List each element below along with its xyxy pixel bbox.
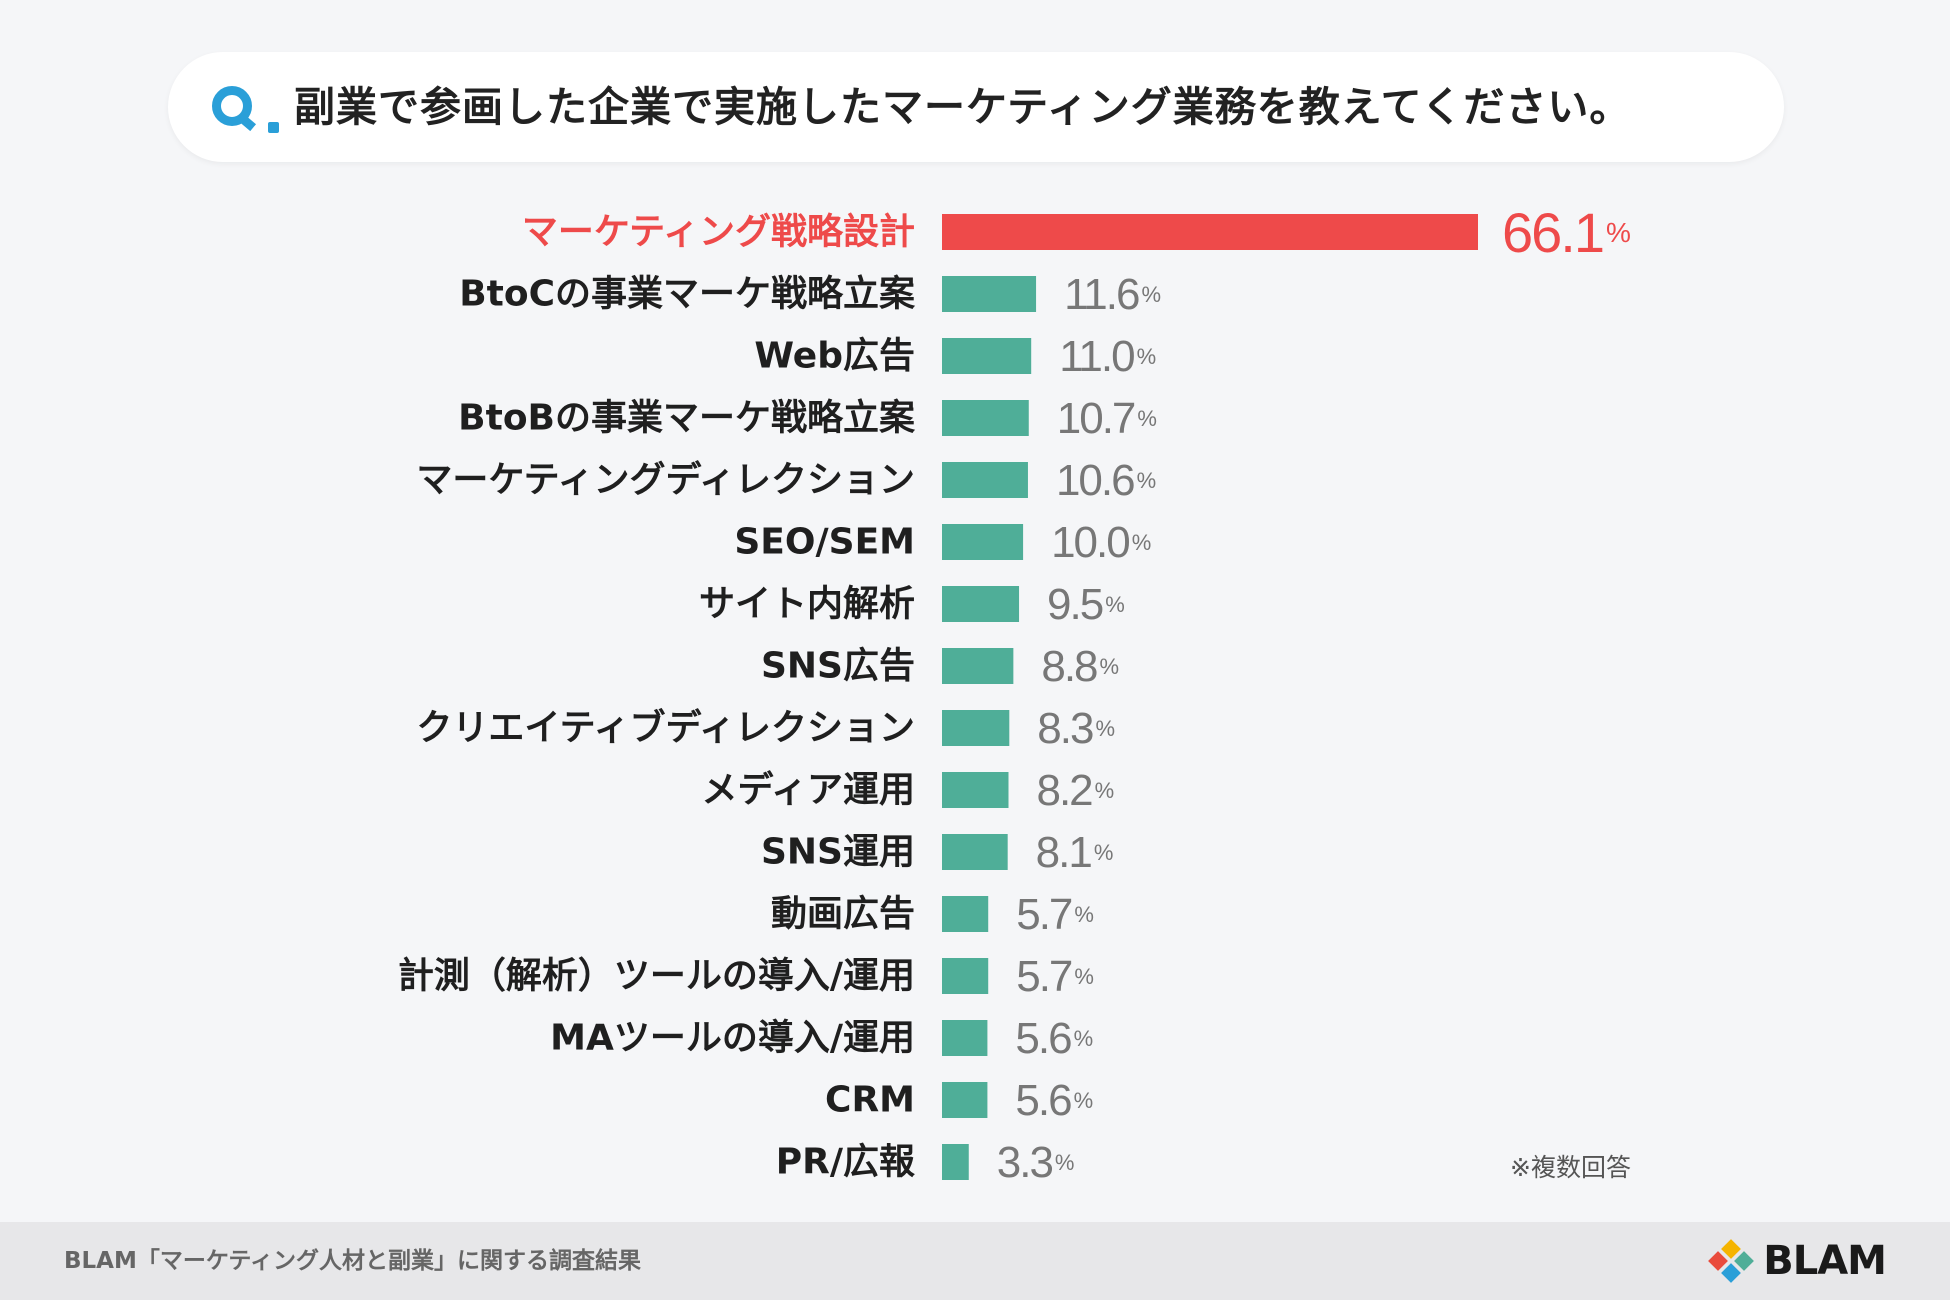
- category-label: メディア運用: [702, 769, 915, 811]
- bar: [942, 524, 1024, 560]
- value-label: 5.6%: [1015, 1014, 1092, 1063]
- q-icon: [212, 86, 252, 126]
- bar: [942, 1082, 988, 1118]
- bar: [942, 1020, 988, 1056]
- bar: [942, 338, 1032, 374]
- category-label: SEO/SEM: [734, 522, 915, 563]
- bar: [942, 586, 1020, 622]
- bar: [942, 772, 1009, 808]
- value-label: 5.7%: [1016, 890, 1093, 939]
- category-label: BtoBの事業マーケ戦略立案: [458, 398, 916, 439]
- value-label: 8.1%: [1036, 828, 1113, 877]
- value-label: 5.6%: [1015, 1076, 1092, 1125]
- category-label: CRM: [825, 1080, 915, 1121]
- q-dot-icon: [268, 122, 279, 133]
- bar: [942, 462, 1028, 498]
- bar: [942, 214, 1478, 250]
- category-label: MAツールの導入/運用: [550, 1018, 915, 1059]
- value-label: 66.1%: [1502, 201, 1630, 264]
- bar: [942, 896, 989, 932]
- multiple-answer-note: ※複数回答: [1510, 1153, 1631, 1182]
- bar: [942, 834, 1008, 870]
- value-label: 5.7%: [1016, 952, 1093, 1001]
- bar: [942, 1144, 969, 1180]
- category-label: サイト内解析: [699, 584, 915, 625]
- logo-text: BLAM: [1763, 1238, 1887, 1284]
- source-text: BLAM「マーケティング人材と副業」に関する調査結果: [64, 1248, 642, 1274]
- value-label: 9.5%: [1047, 580, 1124, 629]
- category-label: 動画広告: [771, 894, 915, 935]
- value-label: 11.6%: [1064, 270, 1160, 319]
- value-label: 3.3%: [997, 1138, 1074, 1187]
- bar: [942, 400, 1029, 436]
- question-banner: 副業で参画した企業で実施したマーケティング業務を教えてください。: [168, 52, 1784, 162]
- bar: [942, 276, 1037, 312]
- bar: [942, 710, 1010, 746]
- bar-chart: マーケティング戦略設計 66.1 % BtoCの事業マーケ戦略立案 11.6 % Web広告…: [398, 201, 1632, 1187]
- category-label: BtoCの事業マーケ戦略立案: [459, 274, 916, 315]
- bar: [942, 958, 989, 994]
- value-label: 10.6%: [1056, 456, 1156, 505]
- category-label: SNS運用: [761, 832, 915, 873]
- category-label: 計測（解析）ツールの導入/運用: [398, 956, 915, 997]
- value-label: 8.3%: [1037, 704, 1114, 753]
- footer: BLAM「マーケティング人材と副業」に関する調査結果 BLAM: [0, 1222, 1950, 1300]
- category-label: Web広告: [754, 336, 915, 377]
- bar: [942, 648, 1014, 684]
- value-label: 10.7%: [1057, 394, 1157, 443]
- category-label: マーケティングディレクション: [416, 459, 915, 501]
- category-label: SNS広告: [761, 646, 915, 687]
- category-label: クリエイティブディレクション: [416, 707, 915, 749]
- value-label: 8.8%: [1041, 642, 1118, 691]
- question-text: 副業で参画した企業で実施したマーケティング業務を教えてください。: [294, 83, 1632, 131]
- category-label: PR/広報: [776, 1142, 915, 1183]
- value-label: 10.0%: [1051, 518, 1151, 567]
- category-label: マーケティング戦略設計: [522, 212, 915, 253]
- value-label: 11.0%: [1059, 332, 1155, 381]
- logo-mark-icon: [1708, 1239, 1757, 1283]
- value-label: 8.2%: [1036, 766, 1113, 815]
- blam-logo: BLAM: [1708, 1238, 1887, 1284]
